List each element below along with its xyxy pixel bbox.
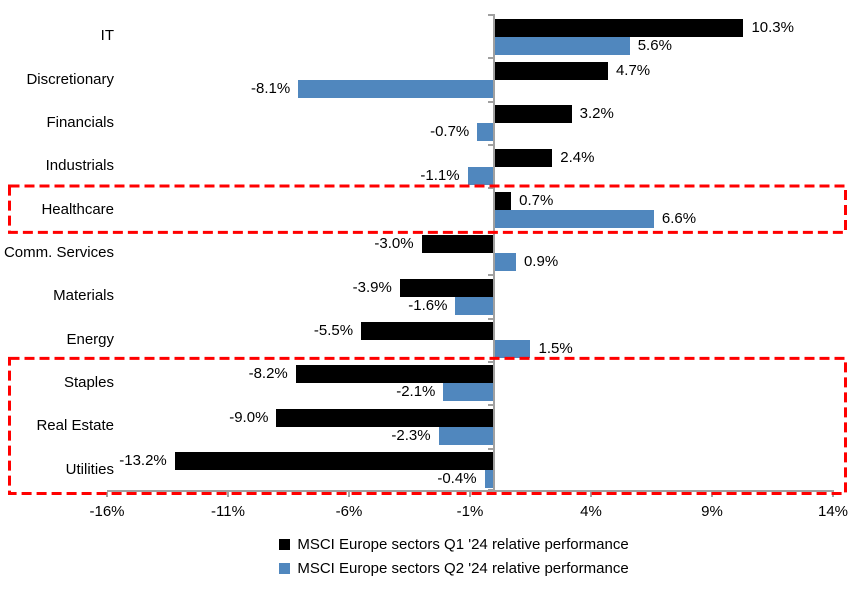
category-label-financials: Financials [46, 113, 114, 131]
value-label-q1-it: 10.3% [751, 18, 794, 36]
x-axis-tick [227, 492, 229, 497]
x-axis-tick-label: -11% [211, 503, 245, 520]
value-label-q1-utilities: -13.2% [119, 452, 167, 470]
x-axis-tick-label: -6% [335, 503, 363, 520]
y-axis-tick [488, 317, 495, 320]
legend: MSCI Europe sectors Q1 '24 relative perf… [0, 536, 852, 577]
category-label-discretionary: Discretionary [26, 70, 114, 88]
category-label-real-estate: Real Estate [36, 417, 114, 435]
value-label-q2-real-estate: -2.3% [391, 426, 431, 444]
y-axis-tick [488, 274, 495, 277]
value-label-q1-energy: -5.5% [313, 322, 354, 340]
bar-q1-real-estate [276, 408, 495, 427]
legend-label-q1: MSCI Europe sectors Q1 '24 relative perf… [297, 536, 629, 553]
value-label-q2-healthcare: 6.6% [661, 209, 697, 227]
category-label-staples: Staples [63, 374, 114, 392]
bar-q1-healthcare [494, 191, 512, 210]
category-label-comm-services: Comm. Services [3, 244, 114, 261]
value-label-q1-discretionary: 4.7% [615, 61, 651, 79]
value-label-q1-healthcare: 0.7% [519, 191, 554, 209]
x-axis-tick-label: 14% [817, 503, 849, 520]
value-label-q2-comm-services: 0.9% [523, 253, 559, 271]
value-label-q1-financials: 3.2% [579, 105, 614, 123]
y-axis-tick [488, 144, 495, 147]
legend-swatch-q2 [279, 563, 291, 574]
bar-q2-discretionary [298, 79, 495, 98]
y-axis-tick [488, 14, 495, 16]
value-label-q2-energy: 1.5% [538, 340, 573, 358]
bar-q2-materials [455, 296, 495, 315]
value-label-q1-real-estate: -9.0% [229, 408, 269, 426]
category-label-healthcare: Healthcare [41, 200, 114, 218]
bar-q2-it [494, 36, 630, 55]
bar-q2-staples [443, 383, 495, 402]
x-axis-tick-label: -1% [456, 503, 484, 520]
bar-q1-financials [494, 105, 572, 124]
value-label-q1-materials: -3.9% [352, 278, 392, 296]
bar-q1-comm-services [421, 235, 495, 254]
bar-q1-discretionary [494, 61, 608, 80]
value-label-q2-financials: -0.7% [430, 123, 470, 141]
x-axis-tick [469, 492, 471, 497]
legend-item-q1: MSCI Europe sectors Q1 '24 relative perf… [279, 536, 629, 553]
value-label-q1-staples: -8.2% [248, 365, 288, 383]
y-axis-line [493, 14, 496, 491]
category-label-materials: Materials [53, 287, 114, 305]
bar-q1-it [494, 18, 744, 37]
value-label-q2-industrials: -1.1% [420, 166, 460, 184]
x-axis-tick [106, 492, 108, 497]
bar-q2-real-estate [438, 426, 495, 445]
legend-label-q2: MSCI Europe sectors Q2 '24 relative perf… [297, 560, 629, 577]
y-axis-tick [488, 100, 495, 103]
y-axis-tick [488, 57, 495, 60]
x-axis-tick [832, 492, 834, 497]
bar-q1-industrials [494, 148, 553, 167]
bar-q2-energy [494, 340, 531, 359]
value-label-q2-materials: -1.6% [408, 296, 448, 314]
category-label-utilities: Utilities [65, 460, 114, 478]
x-axis-tick-label: 9% [701, 503, 723, 520]
bar-q2-industrials [467, 166, 495, 185]
x-axis-tick-label: 4% [580, 503, 602, 520]
category-label-industrials: Industrials [45, 157, 114, 175]
x-axis-tick [348, 492, 350, 497]
category-label-it: IT [100, 27, 114, 45]
category-axis-labels: IT Discretionary Financials Industrials Heal… [0, 14, 114, 491]
x-axis-tick-label: -16% [89, 503, 125, 520]
value-label-q2-staples: -2.1% [396, 383, 436, 401]
value-label-q1-comm-services: -3.0% [374, 235, 414, 253]
bar-q2-comm-services [494, 253, 516, 272]
bar-q2-financials [477, 123, 495, 142]
value-label-q2-utilities: -0.4% [437, 470, 477, 488]
x-axis-tick [711, 492, 713, 497]
plot-area: 10.3% 5.6% 4.7% -8.1% 3.2% -0.7% 2.4% -1.1% 0.7%… [107, 14, 833, 491]
bar-q1-staples [295, 365, 495, 384]
category-label-energy: Energy [66, 330, 114, 348]
bar-q2-healthcare [494, 209, 654, 228]
legend-item-q2: MSCI Europe sectors Q2 '24 relative perf… [279, 560, 629, 577]
value-label-q1-industrials: 2.4% [560, 148, 595, 166]
legend-swatch-q1 [279, 539, 291, 550]
bar-q1-utilities [174, 452, 495, 471]
x-axis-tick [590, 492, 592, 497]
value-label-q2-discretionary: -8.1% [251, 79, 291, 97]
value-label-q2-it: 5.6% [637, 36, 672, 54]
bar-q1-materials [399, 278, 495, 297]
bar-q1-energy [361, 322, 495, 341]
